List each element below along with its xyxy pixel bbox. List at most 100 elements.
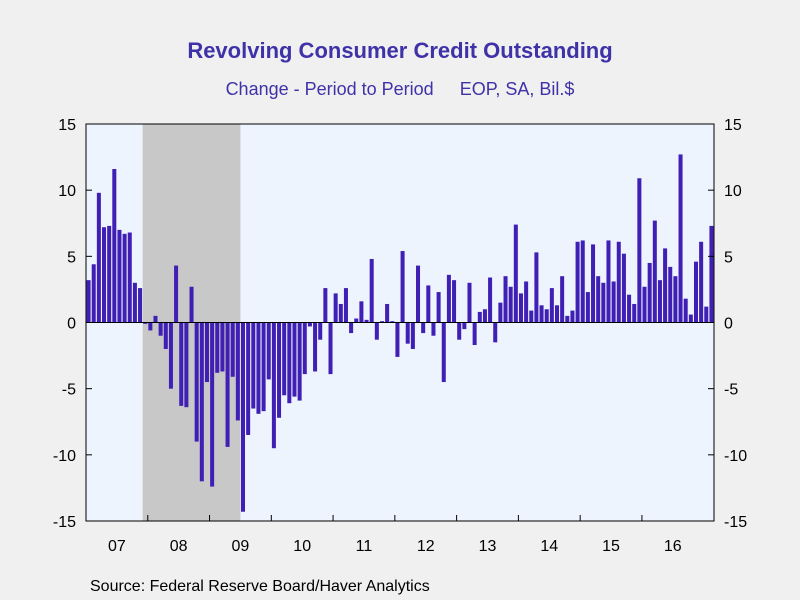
bar — [385, 303, 390, 323]
bar — [102, 227, 107, 323]
bar — [256, 322, 261, 414]
bar — [127, 232, 132, 323]
bar — [400, 251, 405, 323]
bar — [287, 322, 292, 404]
y-tick-label-right: 10 — [724, 183, 742, 200]
bar — [647, 262, 652, 323]
bar — [688, 314, 693, 323]
bar — [606, 240, 611, 323]
bar — [199, 322, 204, 482]
bar — [210, 322, 215, 487]
bar — [271, 322, 276, 449]
bar — [709, 225, 714, 323]
bar — [554, 305, 560, 323]
bar — [374, 322, 379, 340]
bar — [421, 322, 426, 334]
y-tick-label-right: 5 — [724, 249, 733, 266]
bar — [457, 322, 462, 340]
bar — [431, 322, 436, 336]
bar — [138, 288, 143, 323]
bar — [359, 301, 364, 323]
bar — [225, 322, 230, 447]
x-tick-label: 14 — [540, 538, 558, 555]
subtitle-units: EOP, SA, Bil.$ — [459, 79, 575, 99]
bar — [215, 322, 220, 373]
bar — [143, 322, 148, 324]
x-tick-label: 12 — [417, 538, 435, 555]
bar — [302, 322, 307, 375]
y-tick-label-right: 15 — [724, 117, 742, 134]
bar — [699, 241, 704, 323]
bar — [621, 253, 626, 323]
bar — [117, 229, 122, 323]
bar — [585, 292, 590, 323]
bar — [416, 265, 421, 323]
y-tick-label-left: -10 — [53, 448, 76, 465]
bar — [323, 288, 328, 323]
bar — [596, 276, 601, 323]
bar — [426, 285, 431, 323]
bar — [560, 276, 565, 323]
chart-title: Revolving Consumer Credit Outstanding — [187, 38, 613, 63]
bar — [642, 286, 647, 323]
bar — [328, 322, 333, 375]
bar — [132, 282, 137, 323]
bar — [163, 322, 168, 349]
bar — [369, 258, 374, 323]
bar — [663, 248, 668, 323]
bar — [246, 322, 251, 435]
bar — [230, 322, 235, 377]
bar — [452, 280, 457, 323]
bar — [601, 282, 606, 323]
x-tick-label: 16 — [664, 538, 682, 555]
x-tick-label: 10 — [293, 538, 311, 555]
y-tick-label-left: -5 — [62, 382, 76, 399]
bar — [338, 303, 343, 323]
chart-subtitle: Change - Period to Period EOP, SA, Bil.$ — [0, 79, 800, 100]
bar — [282, 322, 287, 396]
bar — [482, 309, 487, 323]
bar — [313, 322, 318, 372]
bar — [204, 322, 209, 383]
bar — [174, 265, 179, 323]
y-tick-label-right: 0 — [724, 316, 733, 333]
bar — [704, 306, 709, 323]
bar — [678, 154, 683, 323]
bar — [364, 319, 369, 323]
bar — [379, 321, 384, 323]
bar — [148, 322, 153, 331]
bar — [405, 322, 410, 344]
bar — [467, 282, 472, 323]
bar — [549, 288, 554, 323]
bar — [266, 322, 271, 380]
bar — [112, 168, 117, 323]
y-tick-label-right: -10 — [724, 448, 747, 465]
bar — [261, 322, 266, 412]
bar — [194, 322, 199, 442]
bar — [668, 266, 673, 323]
bar — [498, 302, 503, 323]
bar — [503, 276, 508, 323]
bar — [184, 322, 189, 408]
bar — [122, 233, 127, 323]
bar — [524, 281, 529, 323]
source-note: Source: Federal Reserve Board/Haver Anal… — [90, 578, 430, 595]
bar — [539, 305, 544, 323]
x-tick-label: 07 — [108, 538, 126, 555]
bar — [436, 292, 441, 323]
bar — [354, 318, 359, 323]
y-tick-label-left: 5 — [67, 249, 76, 266]
y-tick-label-left: 15 — [58, 117, 76, 134]
bar — [86, 280, 91, 323]
bar — [513, 224, 518, 323]
bar — [307, 322, 312, 327]
bar — [277, 322, 282, 418]
bar — [616, 241, 621, 323]
x-tick-label: 11 — [356, 538, 373, 555]
bar-layer — [86, 154, 714, 512]
bar — [544, 309, 549, 323]
bar — [534, 252, 539, 323]
bar — [349, 322, 354, 334]
bar — [477, 311, 482, 323]
